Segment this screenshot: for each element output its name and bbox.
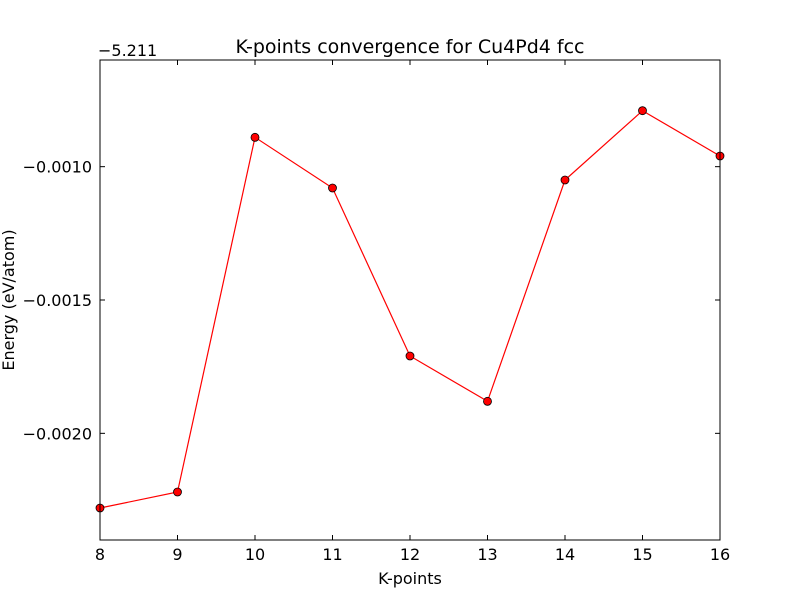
x-tick-label: 15	[632, 545, 652, 564]
y-tick-label: −0.0020	[23, 424, 92, 443]
x-tick-label: 12	[400, 545, 420, 564]
data-point	[405, 351, 415, 361]
x-tick-label: 9	[172, 545, 182, 564]
data-point	[638, 106, 647, 116]
data-point	[173, 487, 182, 497]
x-tick-labels: 8 9 10 11 12 13 14 15 16	[95, 545, 730, 564]
y-axis-label: Energy (eV/atom)	[0, 229, 18, 370]
chart-title: K-points convergence for Cu4Pd4 fcc	[236, 36, 585, 58]
y-offset-label: −5.211	[98, 41, 157, 60]
y-tick-labels: −0.0010 −0.0015 −0.0020	[23, 158, 92, 444]
x-tick-label: 8	[95, 545, 105, 564]
x-tick-label: 16	[710, 545, 730, 564]
data-point	[483, 396, 492, 406]
x-tick-label: 11	[322, 545, 342, 564]
x-tick-label: 10	[245, 545, 265, 564]
x-tick-label: 14	[555, 545, 575, 564]
x-tick-label: 13	[477, 545, 497, 564]
data-point	[560, 175, 570, 185]
x-axis-label: K-points	[378, 569, 442, 588]
plot-frame	[99, 59, 721, 541]
data-point	[250, 132, 260, 142]
data-point	[328, 183, 337, 193]
y-tick-label: −0.0010	[23, 158, 92, 177]
y-tick-label: −0.0015	[23, 291, 92, 310]
